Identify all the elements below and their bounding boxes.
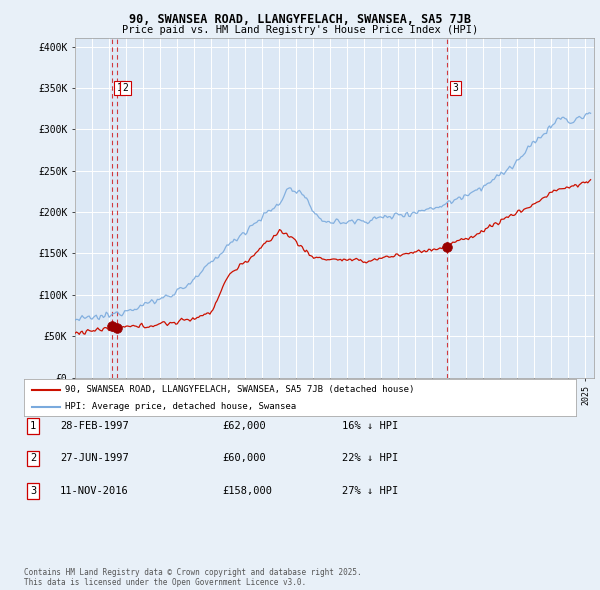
Text: 3: 3 [30,486,36,496]
Text: 27% ↓ HPI: 27% ↓ HPI [342,486,398,496]
Text: HPI: Average price, detached house, Swansea: HPI: Average price, detached house, Swan… [65,402,296,411]
Text: 90, SWANSEA ROAD, LLANGYFELACH, SWANSEA, SA5 7JB: 90, SWANSEA ROAD, LLANGYFELACH, SWANSEA,… [129,13,471,26]
Text: 28-FEB-1997: 28-FEB-1997 [60,421,129,431]
Text: 16% ↓ HPI: 16% ↓ HPI [342,421,398,431]
Text: 1: 1 [30,421,36,431]
Text: 22% ↓ HPI: 22% ↓ HPI [342,454,398,463]
Text: 1: 1 [117,83,123,93]
Text: Contains HM Land Registry data © Crown copyright and database right 2025.
This d: Contains HM Land Registry data © Crown c… [24,568,362,587]
Text: 27-JUN-1997: 27-JUN-1997 [60,454,129,463]
Text: Price paid vs. HM Land Registry's House Price Index (HPI): Price paid vs. HM Land Registry's House … [122,25,478,35]
Text: 2: 2 [122,83,128,93]
Text: 3: 3 [452,83,458,93]
Text: 90, SWANSEA ROAD, LLANGYFELACH, SWANSEA, SA5 7JB (detached house): 90, SWANSEA ROAD, LLANGYFELACH, SWANSEA,… [65,385,415,394]
Text: 11-NOV-2016: 11-NOV-2016 [60,486,129,496]
Text: £62,000: £62,000 [222,421,266,431]
Text: 2: 2 [30,454,36,463]
Text: £158,000: £158,000 [222,486,272,496]
Text: £60,000: £60,000 [222,454,266,463]
